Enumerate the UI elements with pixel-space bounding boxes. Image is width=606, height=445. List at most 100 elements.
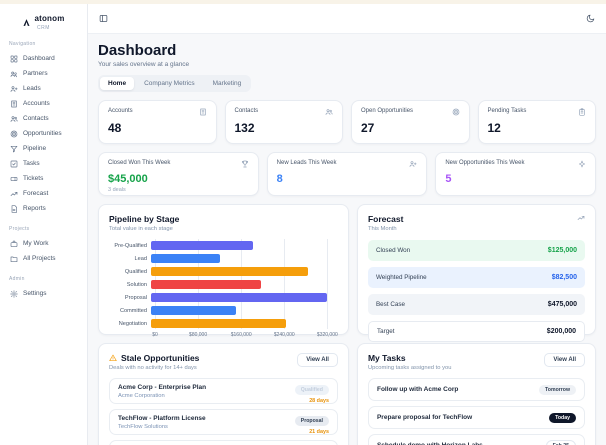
sidebar-item-tickets[interactable]: Tickets bbox=[7, 171, 80, 186]
forecast-card: Forecast This Month Closed Won $125,000 W… bbox=[356, 204, 596, 342]
stale-view-all-button[interactable]: View All bbox=[297, 353, 338, 367]
chart-bar bbox=[151, 306, 237, 315]
bottom-row: Stale Opportunities Deals with no activi… bbox=[98, 343, 596, 445]
sidebar-item-tasks[interactable]: Tasks bbox=[7, 156, 80, 171]
sidebar-item-pipeline[interactable]: Pipeline bbox=[7, 141, 80, 156]
sidebar-item-my-work[interactable]: My Work bbox=[7, 236, 80, 251]
chart-bar-row: Negotiation bbox=[109, 317, 338, 330]
target-icon bbox=[452, 108, 460, 116]
sidebar-item-leads[interactable]: Leads bbox=[7, 81, 80, 96]
tasks-title: My Tasks bbox=[367, 353, 406, 363]
sidebar-item-label: Tickets bbox=[23, 175, 44, 182]
task-item-follow-up[interactable]: Follow up with Acme Corp Tomorrow bbox=[367, 378, 585, 401]
sidebar-item-partners[interactable]: Partners bbox=[7, 66, 80, 81]
sidebar-item-reports[interactable]: Reports bbox=[7, 201, 80, 216]
sidebar-item-accounts[interactable]: Accounts bbox=[7, 96, 80, 111]
logo: atonom bbox=[7, 14, 80, 26]
sidebar-item-label: Forecast bbox=[23, 190, 49, 197]
sidebar-item-settings[interactable]: Settings bbox=[7, 286, 80, 301]
chart-x-axis: $0 $80,000 $160,000 $240,000 $320,000 bbox=[152, 330, 338, 340]
sidebar-item-label: Pipeline bbox=[23, 145, 47, 152]
forecast-row-target: Target $200,000 bbox=[367, 321, 585, 342]
partners-icon bbox=[10, 70, 18, 78]
tasks-list: Follow up with Acme Corp Tomorrow Prepare… bbox=[367, 378, 585, 445]
theme-toggle-icon[interactable] bbox=[586, 14, 595, 23]
forecast-label: Target bbox=[376, 328, 395, 335]
chart-bar bbox=[151, 267, 308, 276]
chart-bar-row: Proposal bbox=[109, 291, 338, 304]
page-title: Dashboard bbox=[98, 42, 177, 59]
stat-value: 5 bbox=[445, 173, 452, 185]
sidebar-item-label: Leads bbox=[23, 85, 41, 92]
due-badge: Tomorrow bbox=[539, 384, 576, 395]
page-subtitle: Your sales overview at a glance bbox=[98, 61, 190, 68]
stat-value: $45,000 bbox=[108, 173, 148, 185]
sidebar-item-all-projects[interactable]: All Projects bbox=[7, 251, 80, 266]
my-tasks-card: My Tasks Upcoming tasks assigned to you … bbox=[356, 343, 596, 445]
sidebar-item-label: Settings bbox=[23, 290, 47, 297]
forecast-label: Weighted Pipeline bbox=[375, 274, 427, 281]
sidebar-item-label: Contacts bbox=[23, 115, 49, 122]
logo-icon bbox=[22, 14, 31, 26]
sidebar-item-forecast[interactable]: Forecast bbox=[7, 186, 80, 201]
stale-item-pinnacle[interactable]: Pinnacle - Annual SubscriptionPinnacle I… bbox=[109, 440, 338, 445]
pipeline-bar-chart: Pre-Qualified Lead Qualified Solution Propos… bbox=[109, 239, 338, 340]
stat-label: New Leads This Week bbox=[276, 160, 337, 166]
chart-bar bbox=[151, 241, 253, 250]
stale-item-techflow[interactable]: TechFlow - Platform License TechFlow Solu… bbox=[109, 409, 338, 435]
sidebar-item-dashboard[interactable]: Dashboard bbox=[7, 51, 80, 66]
stale-title: Stale Opportunities bbox=[121, 353, 200, 363]
tab-marketing[interactable]: Marketing bbox=[212, 80, 242, 87]
stage-badge: Proposal bbox=[294, 416, 329, 426]
tab-home[interactable]: Home bbox=[100, 77, 135, 90]
chart-bar bbox=[151, 254, 220, 263]
stat-value: 12 bbox=[487, 121, 501, 135]
tasks-view-all-button[interactable]: View All bbox=[544, 353, 585, 367]
stat-card-row: Accounts 48 Contacts 132 Open Opportunit… bbox=[98, 100, 596, 144]
due-badge: Today bbox=[549, 412, 576, 423]
sidebar-item-label: Reports bbox=[23, 205, 46, 212]
chart-category-label: Lead bbox=[134, 255, 147, 262]
sparkle-icon bbox=[578, 160, 586, 168]
stat-card-contacts: Contacts 132 bbox=[224, 100, 343, 144]
forecast-row-closed-won: Closed Won $125,000 bbox=[367, 240, 585, 261]
days-stale: 21 days bbox=[309, 429, 329, 435]
file-text-icon bbox=[10, 204, 18, 213]
main-area: Dashboard Your sales overview at a glanc… bbox=[88, 4, 606, 445]
sidebar-section-navigation: Navigation Dashboard Partners Leads Acco… bbox=[7, 41, 80, 216]
chart-bar-row: Qualified bbox=[109, 265, 338, 278]
trend-up-icon bbox=[10, 190, 18, 198]
panel-left-icon[interactable] bbox=[99, 14, 108, 23]
gridline bbox=[327, 239, 329, 329]
chart-category-label: Solution bbox=[126, 281, 147, 288]
stale-item-acme[interactable]: Acme Corp - Enterprise Plan Acme Corporat… bbox=[109, 378, 338, 404]
x-tick-label: $240,000 bbox=[273, 332, 295, 338]
users-icon bbox=[325, 108, 333, 116]
sidebar-item-label: Opportunities bbox=[23, 130, 62, 137]
stat-card-open-opportunities: Open Opportunities 27 bbox=[351, 100, 470, 144]
sidebar-item-opportunities[interactable]: Opportunities bbox=[7, 126, 80, 141]
forecast-label: Closed Won bbox=[375, 247, 411, 254]
stat-card-accounts: Accounts 48 bbox=[98, 100, 217, 144]
task-item-prepare-proposal[interactable]: Prepare proposal for TechFlow Today bbox=[367, 406, 585, 429]
sidebar-item-label: Partners bbox=[23, 70, 48, 77]
stage-badge: Qualified bbox=[294, 385, 329, 395]
task-item-schedule-demo[interactable]: Schedule demo with Horizon Labs Feb 25 bbox=[367, 434, 585, 445]
tab-company-metrics[interactable]: Company Metrics bbox=[144, 80, 195, 87]
task-name: Prepare proposal for TechFlow bbox=[376, 414, 473, 421]
logo-subtitle: CRM bbox=[37, 25, 50, 31]
stale-subtitle: Deals with no activity for 14+ days bbox=[109, 365, 197, 371]
chart-category-label: Proposal bbox=[124, 294, 147, 301]
middle-row: Pipeline by Stage Total value in each st… bbox=[98, 204, 596, 342]
sidebar-item-contacts[interactable]: Contacts bbox=[7, 111, 80, 126]
sidebar-item-label: Tasks bbox=[23, 160, 40, 167]
tasks-subtitle: Upcoming tasks assigned to you bbox=[367, 365, 452, 371]
trophy-icon bbox=[241, 160, 249, 168]
stat-label: Contacts bbox=[234, 108, 259, 114]
forecast-subtitle: This Month bbox=[367, 226, 397, 232]
weekly-card-row: Closed Won This Week $45,000 3 deals New… bbox=[98, 152, 596, 196]
forecast-rows: Closed Won $125,000 Weighted Pipeline $82,… bbox=[367, 240, 585, 342]
check-square-icon bbox=[10, 160, 18, 168]
deal-company: TechFlow Solutions bbox=[118, 423, 168, 430]
trend-up-icon bbox=[577, 214, 585, 222]
